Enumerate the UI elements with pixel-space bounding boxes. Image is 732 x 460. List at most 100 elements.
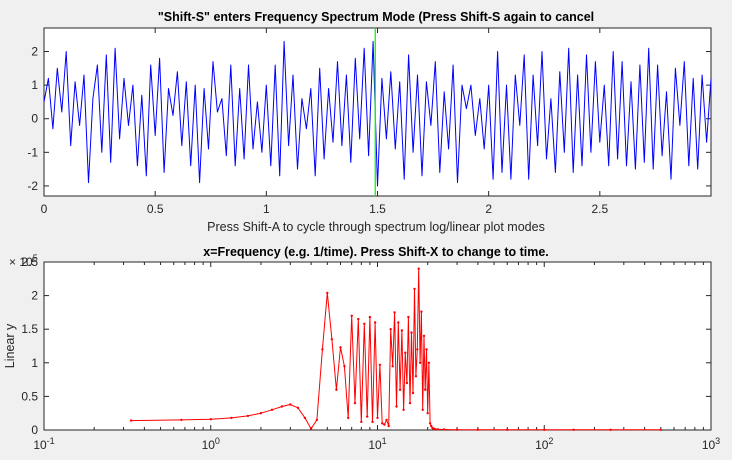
bottom-y-tick-label: 1 bbox=[31, 356, 38, 370]
spectrum-point bbox=[339, 346, 342, 349]
spectrum-point bbox=[426, 412, 429, 415]
spectrum-point bbox=[296, 406, 300, 409]
spectrum-point bbox=[442, 428, 446, 431]
spectrum-point bbox=[371, 420, 374, 424]
bottom-x-tick-label: 100 bbox=[202, 436, 220, 452]
bottom-x-tick-label: 10-1 bbox=[33, 436, 54, 452]
spectrum-point bbox=[430, 424, 433, 428]
signal-series-line bbox=[43, 40, 712, 187]
spectrum-point bbox=[303, 416, 307, 420]
spectrum-point bbox=[455, 428, 459, 431]
top-y-tick-label: -1 bbox=[27, 145, 38, 159]
spectrum-point bbox=[405, 381, 409, 385]
spectrum-point bbox=[368, 315, 372, 319]
spectrum-point bbox=[180, 418, 183, 422]
spectrum-point bbox=[385, 418, 388, 422]
spectrum-point bbox=[230, 416, 233, 420]
spectrum-point bbox=[335, 388, 338, 391]
spectrum-point bbox=[280, 405, 284, 408]
spectrum-point bbox=[609, 428, 612, 431]
spectrum-point bbox=[389, 328, 392, 331]
spectrum-line bbox=[129, 267, 662, 431]
spectrum-point bbox=[420, 310, 423, 313]
top-signal-line bbox=[43, 40, 712, 187]
top-chart-title: "Shift-S" enters Frequency Spectrum Mode… bbox=[158, 10, 594, 24]
spectrum-point bbox=[381, 422, 384, 425]
spectrum-point bbox=[418, 361, 422, 364]
spectrum-point bbox=[373, 321, 377, 324]
spectrum-point bbox=[387, 424, 390, 428]
top-y-tick-label: 0 bbox=[31, 112, 38, 126]
bottom-axes: x=Frequency (e.g. 1/time). Press Shift-X… bbox=[3, 245, 720, 452]
spectrum-point bbox=[289, 403, 292, 406]
spectrum-point bbox=[363, 322, 366, 325]
top-y-tick-label: 2 bbox=[31, 45, 38, 59]
spectrum-point bbox=[259, 412, 263, 415]
spectrum-point bbox=[402, 408, 405, 411]
top-ticks: 0 0.5 1 1.5 2 2.5 2 1 0 -1 -2 bbox=[27, 28, 711, 216]
spectrum-point bbox=[343, 365, 346, 368]
spectrum-point bbox=[543, 428, 546, 431]
spectrum-point bbox=[383, 423, 386, 426]
spectrum-point bbox=[350, 314, 353, 317]
y-exponent-multiplier: × 105 bbox=[9, 253, 38, 269]
top-x-tick-label: 2 bbox=[485, 202, 492, 216]
spectrum-point bbox=[330, 338, 334, 341]
spectrum-point bbox=[413, 287, 416, 291]
spectrum-point bbox=[436, 428, 439, 431]
spectrum-point bbox=[659, 428, 662, 431]
spectrum-point bbox=[407, 315, 410, 319]
spectrum-point bbox=[398, 388, 402, 391]
y-multiplier-base: × 10 bbox=[9, 255, 33, 269]
spectrum-point bbox=[366, 415, 369, 418]
spectrum-point bbox=[424, 388, 427, 391]
spectrum-point bbox=[421, 408, 424, 411]
bottom-x-tick-label: 102 bbox=[535, 436, 553, 452]
top-x-tick-label: 1 bbox=[263, 202, 270, 216]
spectrum-point bbox=[246, 414, 250, 418]
spectrum-point bbox=[378, 363, 382, 366]
top-x-tick-label: 0 bbox=[41, 202, 48, 216]
spectrum-point bbox=[408, 401, 412, 405]
y-multiplier-exponent: 5 bbox=[33, 253, 38, 263]
spectrum-point bbox=[347, 416, 350, 420]
spectrum-point bbox=[270, 408, 274, 411]
top-x-tick-label: 1.5 bbox=[369, 202, 386, 216]
top-x-axis-label: Press Shift-A to cycle through spectrum … bbox=[207, 220, 545, 234]
spectrum-point bbox=[315, 418, 319, 422]
spectrum-point bbox=[326, 291, 329, 295]
bottom-x-tick-label: 101 bbox=[368, 436, 386, 452]
top-x-tick-label: 2.5 bbox=[591, 202, 608, 216]
spectrum-point bbox=[572, 428, 575, 431]
spectrum-point bbox=[353, 401, 357, 405]
bottom-y-tick-label: 0 bbox=[31, 423, 38, 437]
spectrum-point bbox=[360, 420, 363, 424]
spectrum-point bbox=[427, 361, 431, 364]
bottom-chart-title: x=Frequency (e.g. 1/time). Press Shift-X… bbox=[203, 245, 549, 259]
spectrum-point bbox=[433, 427, 436, 431]
spectrum-point bbox=[400, 329, 404, 332]
spectrum-point bbox=[425, 348, 428, 351]
spectrum-point bbox=[410, 331, 413, 334]
bottom-ticks: 10-1 100 101 102 103 0 0.5 1 1.5 2 2.5 bbox=[21, 255, 720, 452]
spectrum-point bbox=[209, 418, 212, 421]
bottom-y-axis-label: Linear y bbox=[3, 323, 17, 368]
spectrum-point bbox=[416, 348, 419, 351]
spectrum-point bbox=[422, 334, 426, 338]
spectrum-point bbox=[428, 422, 432, 425]
top-y-tick-label: -2 bbox=[27, 179, 38, 193]
spectrum-point bbox=[506, 428, 509, 431]
spectrum-point bbox=[129, 419, 133, 422]
spectrum-point bbox=[376, 416, 379, 420]
spectrum-point bbox=[309, 427, 313, 430]
bottom-y-tick-label: 1.5 bbox=[21, 322, 38, 336]
spectrum-point bbox=[411, 391, 415, 395]
bottom-y-tick-label: 0.5 bbox=[21, 389, 38, 403]
bottom-y-tick-label: 2.5 bbox=[21, 255, 38, 269]
spectrum-point bbox=[414, 375, 418, 378]
spectrum-point bbox=[391, 365, 394, 368]
top-y-tick-label: 1 bbox=[31, 78, 38, 92]
spectrum-point bbox=[404, 351, 407, 354]
spectrum-point bbox=[417, 267, 420, 270]
